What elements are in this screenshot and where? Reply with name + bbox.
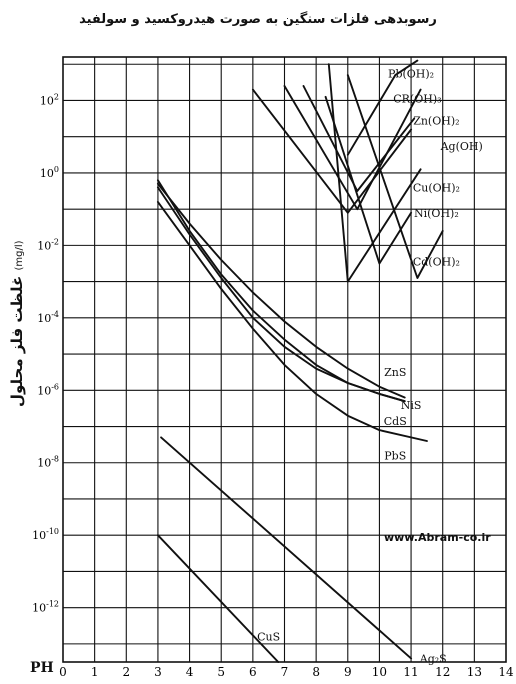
watermark: www.Abram-co.ir	[384, 531, 491, 544]
series-line-pb-oh-2	[346, 59, 419, 156]
x-axis-label: PH	[30, 660, 54, 676]
y-tick-label: 10-6	[37, 382, 59, 397]
series-label-cus: CuS	[257, 631, 280, 644]
x-tick-label: 9	[344, 665, 352, 679]
axis-ticks: 0 1 2 3 4 5 6 7 8 9 10 11 12 13 1410210010-210-410-610…	[32, 92, 514, 679]
grid	[62, 56, 507, 663]
series-line-cds	[156, 186, 406, 403]
y-axis-unit: (mg/l)	[14, 240, 25, 271]
series-label-cds: CdS	[384, 415, 407, 428]
x-tick-label: 4	[186, 665, 194, 679]
series-line-ag-oh-	[251, 88, 413, 214]
series-label-cr-oh-3: CR(OH)₃	[393, 93, 441, 106]
x-tick-label: 0	[59, 665, 67, 679]
x-tick-label: 11	[403, 665, 418, 679]
series-line-cu-oh-2	[327, 63, 422, 283]
series-line-cus	[156, 534, 280, 663]
series-line-zns	[156, 182, 406, 399]
series-label-cd-oh-2: Cd(OH)₂	[413, 256, 460, 269]
y-axis-label: غلظت فلز محلول (mg/l)	[8, 240, 32, 407]
series-line-ag2s	[160, 436, 413, 660]
x-tick-label: 3	[154, 665, 162, 679]
y-tick-label: 10-12	[32, 600, 59, 615]
series-line-cr-oh-3	[283, 85, 422, 211]
x-tick-label: 10	[372, 665, 387, 679]
x-tick-label: 6	[249, 665, 257, 679]
series-lines	[156, 59, 444, 663]
series-label-zn-oh-2: Zn(OH)₂	[413, 114, 459, 127]
x-tick-label: 2	[122, 665, 130, 679]
series-line-nis	[156, 179, 406, 403]
y-axis-title: غلظت فلز محلول	[8, 275, 26, 407]
series-labels: Pb(OH)₂ CR(OH)₃ Zn(OH)₂ Ag(OH) Cu(OH)₂ Ni(OH)…	[257, 67, 483, 665]
y-tick-label: 10-2	[37, 237, 59, 252]
y-tick-label: 100	[40, 165, 59, 180]
series-label-ag2s: Ag₂S	[419, 652, 447, 665]
x-tick-label: 8	[312, 665, 320, 679]
series-label-pbs: PbS	[384, 450, 406, 463]
series-label-ni-oh-2: Ni(OH)₂	[414, 207, 459, 220]
series-label-zns: ZnS	[384, 366, 406, 379]
x-tick-label: 12	[435, 665, 450, 679]
x-tick-label: 7	[281, 665, 289, 679]
series-line-cd-oh-2	[346, 74, 444, 279]
x-tick-label: 1	[91, 665, 99, 679]
x-tick-label: 13	[467, 665, 482, 679]
series-label-cu-oh-2: Cu(OH)₂	[413, 181, 460, 194]
x-tick-label: 14	[498, 665, 514, 679]
series-line-zn-oh-2	[302, 85, 416, 192]
series-line-pbs	[156, 200, 428, 442]
y-tick-label: 10-10	[32, 527, 59, 542]
y-tick-label: 10-4	[37, 310, 59, 325]
y-tick-label: 10-8	[37, 455, 59, 470]
series-label-pb-oh-2: Pb(OH)₂	[388, 67, 434, 80]
x-tick-label: 5	[217, 665, 225, 679]
chart-title: رسوبدهی فلزات سنگین به صورت هیدروکسید و …	[79, 12, 437, 27]
series-label-nis: NiS	[401, 399, 422, 412]
series-label-ag-oh-: Ag(OH)	[440, 140, 483, 153]
y-tick-label: 102	[40, 92, 59, 107]
